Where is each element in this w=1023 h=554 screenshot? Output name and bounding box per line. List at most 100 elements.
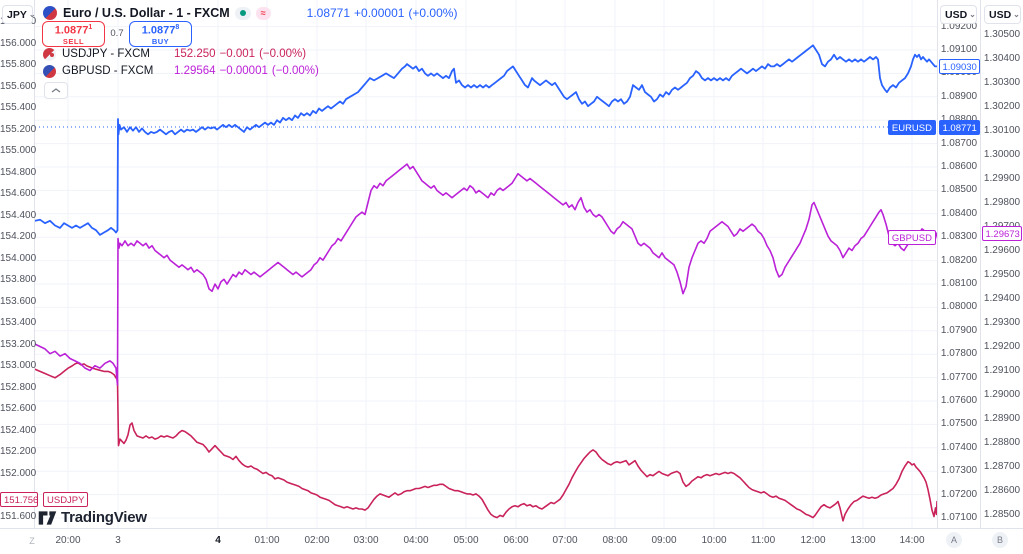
price-tick-label: 1.07700 bbox=[940, 371, 978, 383]
left-axis-currency-dropdown[interactable]: JPY ⌄ bbox=[2, 5, 36, 24]
price-tick-label: 1.29600 bbox=[983, 244, 1021, 256]
right-axis-currency-label-2: USD bbox=[989, 8, 1012, 21]
price-tick-label: 153.000 bbox=[0, 360, 37, 371]
legend: Euro / U.S. Dollar - 1 - FXCM ≈ 1.08771 +… bbox=[43, 5, 461, 21]
legend-collapse-button[interactable] bbox=[44, 82, 68, 99]
right-price-axis-gbpusd[interactable]: 1.30500 1.30400 1.30300 1.30200 1.30100 1.300… bbox=[980, 0, 1023, 528]
price-tick-label: 1.30500 bbox=[983, 28, 1021, 40]
price-tick-label: 154.400 bbox=[0, 209, 37, 221]
usdjpy-series-tag: USDJPY bbox=[43, 492, 89, 508]
price-tick-label: 154.600 bbox=[0, 188, 37, 199]
gbpusd-flag-icon bbox=[43, 64, 56, 78]
main-symbol-row[interactable]: Euro / U.S. Dollar - 1 - FXCM ≈ 1.08771 +… bbox=[43, 5, 461, 21]
time-tick-label: 02:00 bbox=[304, 535, 330, 546]
price-tick-label: 1.08600 bbox=[940, 161, 978, 172]
time-tick-label: 06:00 bbox=[503, 535, 529, 546]
price-tick-label: 1.08900 bbox=[940, 90, 978, 102]
time-tick-label: 13:00 bbox=[850, 535, 876, 546]
price-tick-label: 155.400 bbox=[0, 102, 37, 113]
chevron-down-icon: ⌄ bbox=[969, 10, 976, 19]
price-tick-label: 1.07600 bbox=[940, 395, 978, 406]
alert-wave-icon[interactable]: ≈ bbox=[255, 6, 271, 20]
price-tick-label: 152.000 bbox=[0, 467, 37, 479]
compare-row-gbpusd[interactable]: GBPUSD - FXCM 1.29564 −0.00001 (−0.00%) bbox=[43, 64, 323, 78]
green-dot-icon bbox=[239, 10, 246, 16]
time-tick-label: 20:00 bbox=[55, 535, 81, 546]
sell-button[interactable]: 1.08771 SELL bbox=[42, 21, 105, 47]
right-price-axis-eurusd[interactable]: 1.092001.091001.090001.089001.088001.087… bbox=[937, 0, 980, 528]
spread-value: 0.7 bbox=[110, 28, 124, 39]
eurusd-series-tag: EURUSD bbox=[887, 119, 936, 135]
time-tick-label: 4 bbox=[215, 535, 221, 546]
price-tick-label: 1.29200 bbox=[983, 340, 1021, 352]
price-tick-label: 1.08700 bbox=[940, 137, 978, 149]
price-tick-label: 152.600 bbox=[0, 403, 37, 414]
chevron-down-icon: ⌄ bbox=[1013, 10, 1020, 19]
tradingview-logo[interactable]: TradingView bbox=[38, 509, 147, 526]
eurusd-flag-icon bbox=[43, 6, 57, 20]
price-tick-label: 151.600 bbox=[0, 510, 37, 522]
price-tick-label: 1.09100 bbox=[940, 44, 978, 55]
last-price: 1.08771 bbox=[306, 6, 351, 20]
chevron-down-icon: ⌄ bbox=[28, 10, 36, 19]
sell-label: SELL bbox=[62, 36, 85, 46]
eurusd-price-label: 1.08771 bbox=[938, 119, 980, 135]
price-tick-label: 1.29300 bbox=[983, 316, 1021, 328]
price-tick-label: 1.07500 bbox=[940, 418, 978, 430]
right-axis-currency-dropdown-2[interactable]: USD ⌄ bbox=[984, 5, 1021, 24]
price-tick-label: 1.28600 bbox=[983, 484, 1021, 496]
left-price-axis[interactable]: 156.200156.000155.800155.600155.400155.2… bbox=[0, 0, 37, 528]
right-axis-currency-dropdown-1[interactable]: USD ⌄ bbox=[940, 5, 977, 24]
time-tick-label: 08:00 bbox=[602, 535, 628, 546]
price-tick-label: 1.30000 bbox=[983, 148, 1021, 160]
price-tick-label: 155.200 bbox=[0, 123, 37, 135]
price-tick-label: 154.800 bbox=[0, 166, 37, 178]
price-tick-label: 155.000 bbox=[0, 145, 37, 156]
timezone-button[interactable]: Z bbox=[29, 535, 35, 546]
time-tick-label: 05:00 bbox=[453, 535, 479, 546]
buy-price: 1.08778 bbox=[141, 24, 180, 37]
buy-button[interactable]: 1.08778 BUY bbox=[129, 21, 192, 47]
price-change-pct: (+0.00%) bbox=[408, 6, 458, 20]
price-tick-label: 1.08000 bbox=[940, 301, 978, 313]
time-tick-label: 14:00 bbox=[899, 535, 925, 546]
compare-symbol: GBPUSD - FXCM bbox=[62, 65, 154, 77]
market-status-icon[interactable] bbox=[234, 6, 251, 20]
price-tick-label: 153.800 bbox=[0, 274, 37, 285]
price-tick-label: 154.200 bbox=[0, 231, 37, 242]
tradingview-logo-icon bbox=[38, 510, 57, 525]
time-tick-label: 09:00 bbox=[651, 535, 677, 546]
price-tick-label: 1.08200 bbox=[940, 254, 978, 266]
usdjpy-price-label: 151.756 bbox=[0, 492, 38, 508]
price-tick-label: 153.400 bbox=[0, 317, 37, 328]
scale-toggle-a[interactable]: A bbox=[946, 532, 962, 548]
main-quote: 1.08771 +0.00001 (+0.00%) bbox=[307, 6, 462, 20]
buy-label: BUY bbox=[151, 36, 170, 46]
price-tick-label: 152.800 bbox=[0, 381, 37, 393]
time-axis[interactable]: 20:00 3 4 01:00 02:00 03:00 04:00 05:00 06:00 07:… bbox=[0, 528, 1023, 554]
time-tick-label: 07:00 bbox=[552, 535, 578, 546]
compare-row-usdjpy[interactable]: USDJPY - FXCM 152.250 −0.001 (−0.00%) bbox=[43, 47, 310, 61]
time-tick-label: 01:00 bbox=[254, 535, 280, 546]
compare-symbol: USDJPY - FXCM bbox=[62, 48, 150, 60]
right-axis-currency-label-1: USD bbox=[945, 8, 968, 21]
price-tick-label: 1.08400 bbox=[940, 207, 978, 219]
symbol-title[interactable]: Euro / U.S. Dollar - 1 - FXCM bbox=[63, 6, 230, 20]
price-tick-label: 155.800 bbox=[0, 59, 37, 70]
price-tick-label: 1.29500 bbox=[983, 268, 1021, 280]
price-tick-label: 1.08100 bbox=[940, 278, 978, 289]
price-tick-label: 1.07400 bbox=[940, 441, 978, 453]
time-tick-label: 11:00 bbox=[750, 535, 776, 546]
scale-toggle-b[interactable]: B bbox=[992, 532, 1008, 548]
price-tick-label: 1.30200 bbox=[983, 100, 1021, 112]
price-change: +0.00001 bbox=[354, 6, 405, 20]
usdjpy-flag-icon bbox=[43, 47, 56, 61]
gbpusd-series-tag: GBPUSD bbox=[887, 229, 936, 245]
price-tick-label: 1.29900 bbox=[983, 172, 1021, 184]
price-tick-label: 1.28700 bbox=[983, 460, 1021, 472]
gbpusd-price-label: 1.29673 bbox=[981, 225, 1022, 241]
price-tick-label: 1.28800 bbox=[983, 436, 1021, 448]
price-tick-label: 1.07200 bbox=[940, 488, 978, 500]
